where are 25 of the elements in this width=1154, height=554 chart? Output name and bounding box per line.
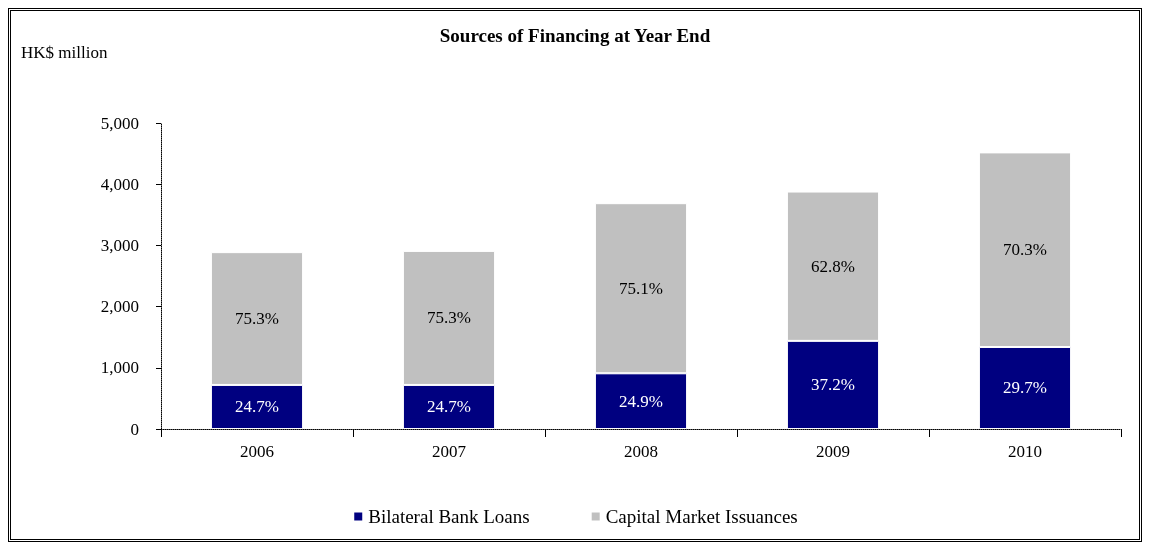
legend-label: Capital Market Issuances <box>605 506 798 527</box>
legend-label: Bilateral Bank Loans <box>368 506 530 527</box>
x-tick-label: 2007 <box>432 442 467 461</box>
x-tick-label: 2010 <box>1008 442 1042 461</box>
annotation: 24.9% <box>619 391 663 411</box>
x-tick-label: 2006 <box>240 442 274 461</box>
annotation: 75.3% <box>427 308 471 328</box>
annotation: 62.8% <box>811 256 855 276</box>
y-tick-label: 4,000 <box>100 174 139 194</box>
y-tick-label: 2,000 <box>100 297 139 317</box>
x-tick-label: 2008 <box>624 442 658 461</box>
x-tick-label: 2009 <box>816 442 850 461</box>
y-tick-label: 3,000 <box>100 235 139 255</box>
y-tick-label: 5,000 <box>100 113 139 133</box>
annotation: 75.1% <box>619 278 663 298</box>
annotation: 24.7% <box>235 397 279 417</box>
chart-title: Sources of Financing at Year End <box>439 25 711 46</box>
annotation: 24.7% <box>427 397 471 417</box>
y-tick-label: 0 <box>130 419 139 439</box>
annotation: 70.3% <box>1003 240 1047 260</box>
annotation: 75.3% <box>235 309 279 329</box>
y-tick-label: 1,000 <box>100 358 139 378</box>
y-axis-title: HK$ million <box>21 43 108 62</box>
annotation: 29.7% <box>1003 378 1047 398</box>
annotation: 37.2% <box>811 375 855 395</box>
